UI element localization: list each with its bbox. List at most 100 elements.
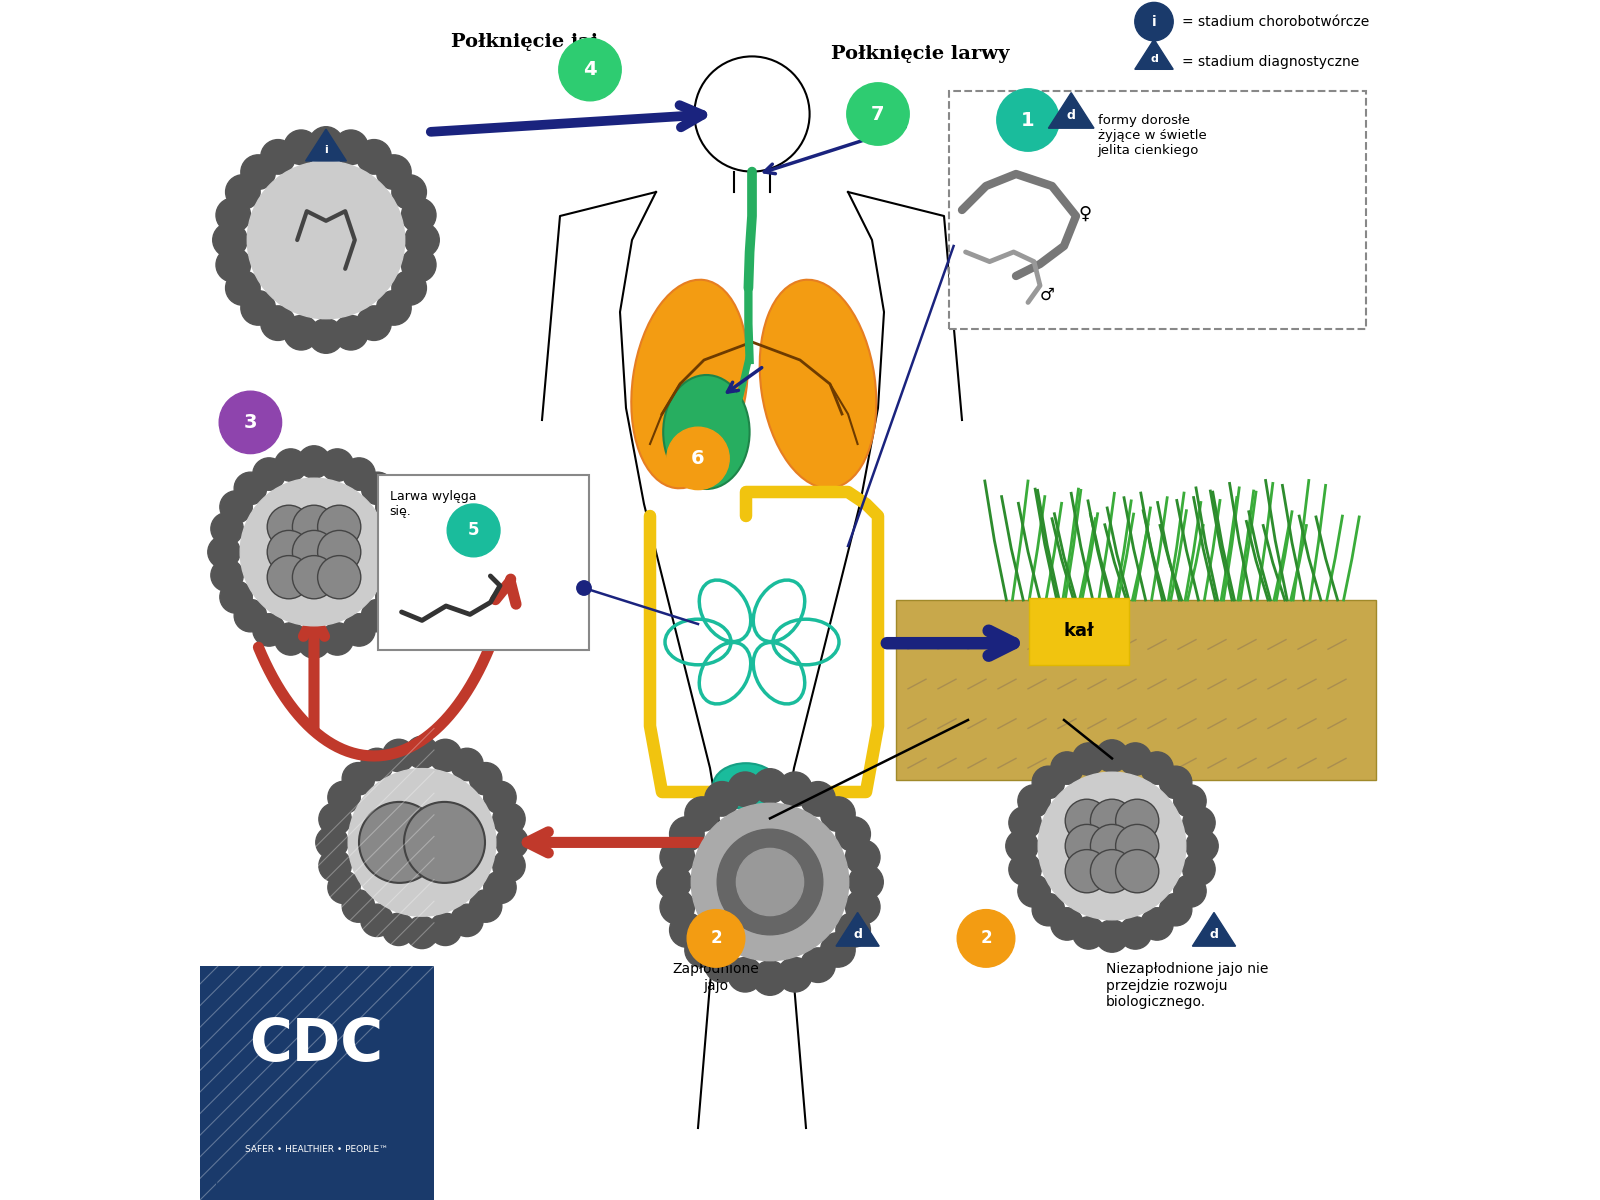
Circle shape	[216, 247, 251, 282]
Circle shape	[376, 155, 411, 190]
Circle shape	[360, 904, 394, 936]
Circle shape	[267, 505, 310, 548]
Polygon shape	[1192, 912, 1235, 946]
Circle shape	[558, 38, 621, 101]
Circle shape	[957, 910, 1014, 967]
Text: i: i	[325, 145, 328, 155]
Circle shape	[1115, 850, 1158, 893]
Circle shape	[342, 613, 374, 646]
Circle shape	[384, 559, 418, 592]
Circle shape	[685, 932, 720, 967]
Text: SAFER • HEALTHIER • PEOPLE™: SAFER • HEALTHIER • PEOPLE™	[245, 1145, 387, 1154]
Circle shape	[483, 871, 517, 904]
Circle shape	[845, 840, 880, 875]
Circle shape	[333, 316, 368, 350]
Circle shape	[219, 581, 253, 613]
Text: ♂: ♂	[1040, 286, 1054, 304]
Circle shape	[1174, 785, 1206, 817]
Circle shape	[483, 781, 517, 814]
Circle shape	[1141, 907, 1173, 940]
Circle shape	[317, 556, 362, 599]
Circle shape	[387, 535, 421, 569]
Circle shape	[392, 271, 427, 305]
Text: d: d	[1210, 928, 1219, 941]
Circle shape	[234, 472, 267, 504]
Circle shape	[451, 749, 483, 781]
Circle shape	[382, 739, 414, 772]
Ellipse shape	[632, 280, 747, 488]
Circle shape	[342, 762, 374, 794]
Circle shape	[1118, 743, 1152, 775]
Circle shape	[318, 850, 352, 882]
Circle shape	[1091, 850, 1133, 893]
Circle shape	[429, 913, 461, 946]
Circle shape	[1115, 799, 1158, 842]
Circle shape	[242, 290, 275, 325]
Circle shape	[219, 391, 282, 454]
Circle shape	[448, 504, 499, 557]
Circle shape	[405, 223, 440, 257]
Circle shape	[253, 458, 285, 491]
Circle shape	[1118, 917, 1152, 949]
Circle shape	[1160, 894, 1192, 926]
Circle shape	[469, 762, 502, 794]
Circle shape	[704, 781, 739, 816]
Circle shape	[1186, 830, 1218, 862]
FancyBboxPatch shape	[949, 91, 1366, 329]
Circle shape	[1072, 743, 1106, 775]
Circle shape	[376, 581, 408, 613]
Circle shape	[211, 559, 243, 592]
Text: 2: 2	[981, 929, 992, 948]
Circle shape	[267, 556, 310, 599]
Circle shape	[821, 932, 854, 967]
Text: 2: 2	[710, 929, 722, 948]
Text: Połknięcie jaj: Połknięcie jaj	[451, 32, 597, 50]
Circle shape	[283, 130, 318, 164]
Circle shape	[318, 803, 352, 835]
Circle shape	[219, 491, 253, 523]
Text: Zapłodnione
jajo: Zapłodnione jajo	[672, 962, 760, 992]
Circle shape	[496, 826, 528, 859]
Circle shape	[406, 917, 438, 948]
Circle shape	[1010, 853, 1042, 886]
Text: Połknięcie larwy: Połknięcie larwy	[830, 44, 1010, 62]
Circle shape	[1141, 752, 1173, 785]
Circle shape	[342, 458, 374, 491]
Circle shape	[848, 865, 883, 899]
Circle shape	[835, 817, 870, 851]
Circle shape	[1018, 875, 1050, 907]
Circle shape	[659, 889, 694, 924]
Circle shape	[1134, 2, 1173, 41]
Text: formy dorosłe
żyjące w świetle
jelita cienkiego: formy dorosłe żyjące w świetle jelita ci…	[1098, 114, 1206, 157]
Circle shape	[402, 247, 437, 282]
Circle shape	[1051, 752, 1083, 785]
Circle shape	[778, 958, 813, 992]
FancyBboxPatch shape	[1029, 598, 1128, 665]
Circle shape	[1018, 785, 1050, 817]
Circle shape	[275, 623, 307, 655]
Circle shape	[704, 948, 739, 983]
Circle shape	[234, 600, 267, 632]
Text: = stadium diagnostyczne: = stadium diagnostyczne	[1181, 55, 1358, 70]
Ellipse shape	[662, 374, 749, 490]
Text: Niezapłodnione jajo nie
przejdzie rozwoju
biologicznego.: Niezapłodnione jajo nie przejdzie rozwoj…	[1106, 962, 1269, 1009]
Text: 7: 7	[872, 104, 885, 124]
Circle shape	[358, 802, 440, 883]
Polygon shape	[896, 600, 1376, 780]
Circle shape	[800, 781, 835, 816]
Circle shape	[333, 130, 368, 164]
Circle shape	[1182, 806, 1214, 839]
Circle shape	[275, 449, 307, 481]
Circle shape	[752, 769, 787, 803]
Circle shape	[1066, 850, 1109, 893]
Circle shape	[309, 127, 344, 161]
Text: d: d	[1067, 109, 1075, 122]
Circle shape	[1066, 824, 1109, 868]
Circle shape	[322, 623, 354, 655]
Circle shape	[317, 530, 362, 574]
Circle shape	[317, 505, 362, 548]
Circle shape	[1182, 853, 1214, 886]
Circle shape	[691, 803, 848, 961]
Circle shape	[1174, 875, 1206, 907]
Text: 6: 6	[691, 449, 706, 468]
